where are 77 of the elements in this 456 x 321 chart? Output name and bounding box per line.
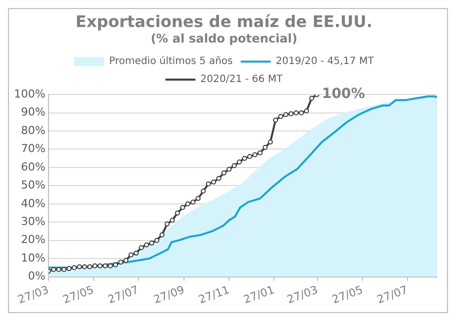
x-tick-label: 27/05 xyxy=(330,283,365,306)
point xyxy=(278,114,284,119)
y-tick-label: 100% xyxy=(14,87,46,100)
point xyxy=(76,264,82,270)
point xyxy=(174,210,180,216)
point xyxy=(180,205,186,210)
annotation: 100% xyxy=(322,86,366,102)
point xyxy=(288,111,294,116)
y-tick-label: 40% xyxy=(20,196,46,210)
point xyxy=(273,118,278,123)
legend-label: 2019/20 - 45,17 MT xyxy=(276,56,375,68)
point xyxy=(258,150,263,156)
point xyxy=(262,144,268,150)
point xyxy=(200,188,206,194)
x-tick-label: 27/09 xyxy=(152,283,186,306)
x-tick-label: 27/03 xyxy=(285,283,320,306)
point xyxy=(221,170,226,176)
point xyxy=(170,218,175,223)
point xyxy=(113,262,118,268)
y-tick-label: 10% xyxy=(20,251,46,264)
chart-subtitle: (% al saldo potencial) xyxy=(150,32,298,46)
point xyxy=(242,156,248,161)
point xyxy=(92,263,98,268)
legend-label: Promedio últimos 5 años xyxy=(109,56,233,68)
point xyxy=(154,238,160,243)
point xyxy=(196,196,201,201)
point xyxy=(211,180,216,185)
legend-label: 2020/21 - 66 MT xyxy=(200,74,284,86)
x-tick-label: 27/05 xyxy=(61,283,96,306)
y-tick-label: 50% xyxy=(20,178,46,192)
point xyxy=(190,200,196,205)
y-tick-label: 0% xyxy=(28,270,46,283)
y-tick-label: 30% xyxy=(20,214,46,228)
point xyxy=(123,258,128,263)
point xyxy=(185,201,190,206)
point xyxy=(164,221,170,226)
chart-title: Exportaciones de maíz de EE.UU. xyxy=(76,12,372,31)
point xyxy=(87,264,92,270)
point xyxy=(118,260,124,265)
x-tick-label: 27/07 xyxy=(106,283,140,306)
point xyxy=(226,166,232,172)
point xyxy=(144,242,150,248)
point xyxy=(61,266,66,272)
point xyxy=(72,265,77,270)
point xyxy=(283,112,288,118)
point xyxy=(298,110,304,116)
y-tick-label: 80% xyxy=(20,124,46,137)
y-tick-label: 90% xyxy=(20,106,46,119)
point xyxy=(51,266,56,272)
point xyxy=(128,252,134,258)
point xyxy=(159,232,164,238)
point xyxy=(138,245,144,250)
y-tick-label: 20% xyxy=(20,233,46,246)
point xyxy=(304,108,309,114)
point xyxy=(268,139,273,144)
point xyxy=(108,263,113,268)
point xyxy=(66,266,72,272)
point xyxy=(102,263,108,268)
point xyxy=(247,154,252,160)
point xyxy=(82,264,88,270)
x-tick-label: 27/07 xyxy=(375,283,410,306)
point xyxy=(98,263,103,268)
x-tick-label: 27/01 xyxy=(242,283,276,306)
point xyxy=(206,181,211,186)
point xyxy=(309,96,314,101)
point xyxy=(149,240,154,246)
point xyxy=(236,159,242,164)
point xyxy=(216,176,222,181)
point xyxy=(252,152,258,158)
point xyxy=(134,250,139,256)
point xyxy=(232,163,237,168)
y-tick-label: 70% xyxy=(20,142,46,156)
x-tick-label: 27/11 xyxy=(196,283,232,306)
point xyxy=(56,266,62,272)
y-tick-label: 60% xyxy=(20,160,46,174)
x-tick-label: 27/03 xyxy=(16,283,50,306)
point xyxy=(294,110,299,116)
